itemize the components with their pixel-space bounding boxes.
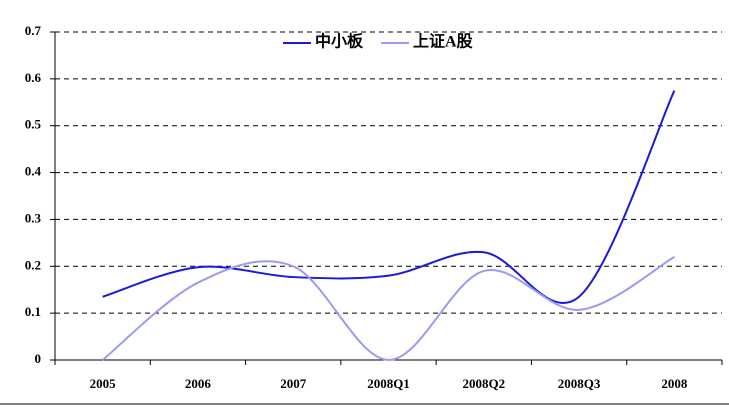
y-tick-label: 0.5 <box>25 117 42 132</box>
y-tick-label: 0.1 <box>25 304 41 319</box>
x-tick-label: 2008Q3 <box>558 376 601 391</box>
x-tick-label: 2006 <box>185 376 212 391</box>
x-tick-label: 2008Q2 <box>462 376 505 391</box>
x-tick-label: 2008Q1 <box>367 376 410 391</box>
y-tick-label: 0.2 <box>25 257 41 272</box>
line-series <box>102 90 676 305</box>
y-tick-label: 0.6 <box>25 70 42 85</box>
y-tick-label: 0.3 <box>25 210 42 225</box>
legend-label: 上证A股 <box>413 33 474 51</box>
line-series <box>102 256 675 362</box>
x-tick-label: 2005 <box>90 376 117 391</box>
x-tick-label: 2008 <box>661 376 688 391</box>
y-tick-label: 0.7 <box>25 23 42 38</box>
y-tick-label: 0 <box>35 351 42 366</box>
y-tick-label: 0.4 <box>25 164 42 179</box>
x-tick-label: 2007 <box>280 376 307 391</box>
legend-label: 中小板 <box>315 32 364 51</box>
